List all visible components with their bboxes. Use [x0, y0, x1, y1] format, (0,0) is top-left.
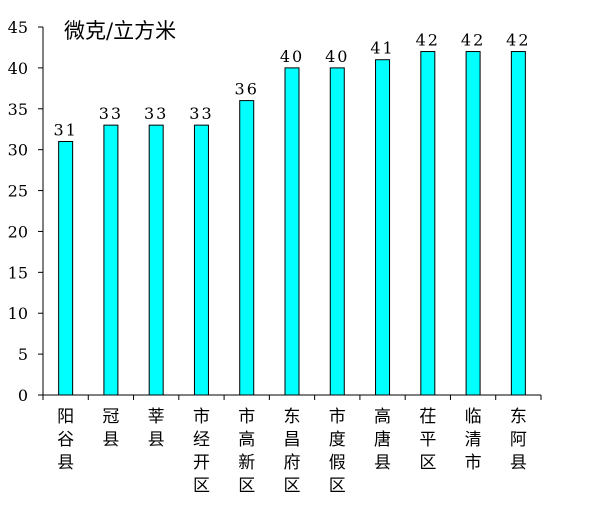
bar	[510, 51, 526, 396]
category-label: 市度假区	[329, 407, 346, 496]
bar	[193, 124, 209, 396]
x-axis-ticks	[42, 395, 542, 400]
category-label: 市高新区	[238, 407, 255, 496]
value-label: 42	[461, 31, 485, 50]
value-label: 42	[416, 31, 440, 50]
bar	[58, 140, 74, 396]
y-axis-ticks: 0 5 10 15 20 25 30 35 40 45	[8, 18, 43, 405]
category-label: 莘县	[148, 407, 165, 450]
category-label: 冠县	[102, 407, 119, 450]
value-label: 41	[370, 39, 394, 58]
category-label: 临清市	[465, 407, 482, 473]
value-label: 33	[99, 104, 123, 123]
y-tick-label: 30	[8, 141, 28, 160]
value-label: 33	[189, 104, 213, 123]
y-tick-label: 25	[8, 182, 28, 201]
category-label: 东阿县	[510, 407, 527, 473]
y-tick-label: 5	[18, 345, 28, 364]
y-tick-label: 45	[8, 18, 28, 37]
bar	[329, 67, 345, 396]
value-label: 40	[325, 47, 349, 66]
bar	[239, 100, 255, 396]
bar	[284, 67, 300, 396]
value-label: 31	[53, 120, 77, 139]
y-tick-label: 20	[8, 222, 28, 241]
y-axis-unit-label: 微克/立方米	[64, 19, 176, 43]
y-tick-label: 35	[8, 100, 28, 119]
bar	[465, 51, 481, 396]
value-label: 40	[280, 47, 304, 66]
value-labels: 31 33 33 33 36 40 40 41 42 42 42	[53, 31, 530, 140]
y-tick-label: 40	[8, 59, 28, 78]
value-label: 33	[144, 104, 168, 123]
y-tick-label: 15	[8, 263, 28, 282]
value-label: 36	[235, 80, 259, 99]
category-label: 茌平区	[419, 407, 436, 473]
value-label: 42	[506, 31, 530, 50]
bar	[375, 59, 391, 396]
y-tick-label: 0	[18, 386, 28, 405]
bar	[420, 51, 436, 396]
category-label: 市经开区	[193, 407, 210, 496]
y-tick-label: 10	[8, 304, 28, 323]
category-label: 高唐县	[374, 407, 391, 473]
bar	[103, 124, 119, 396]
bar	[148, 124, 164, 396]
category-label: 阳谷县	[57, 407, 74, 473]
category-label: 东昌府区	[284, 407, 301, 496]
bars	[58, 51, 526, 396]
